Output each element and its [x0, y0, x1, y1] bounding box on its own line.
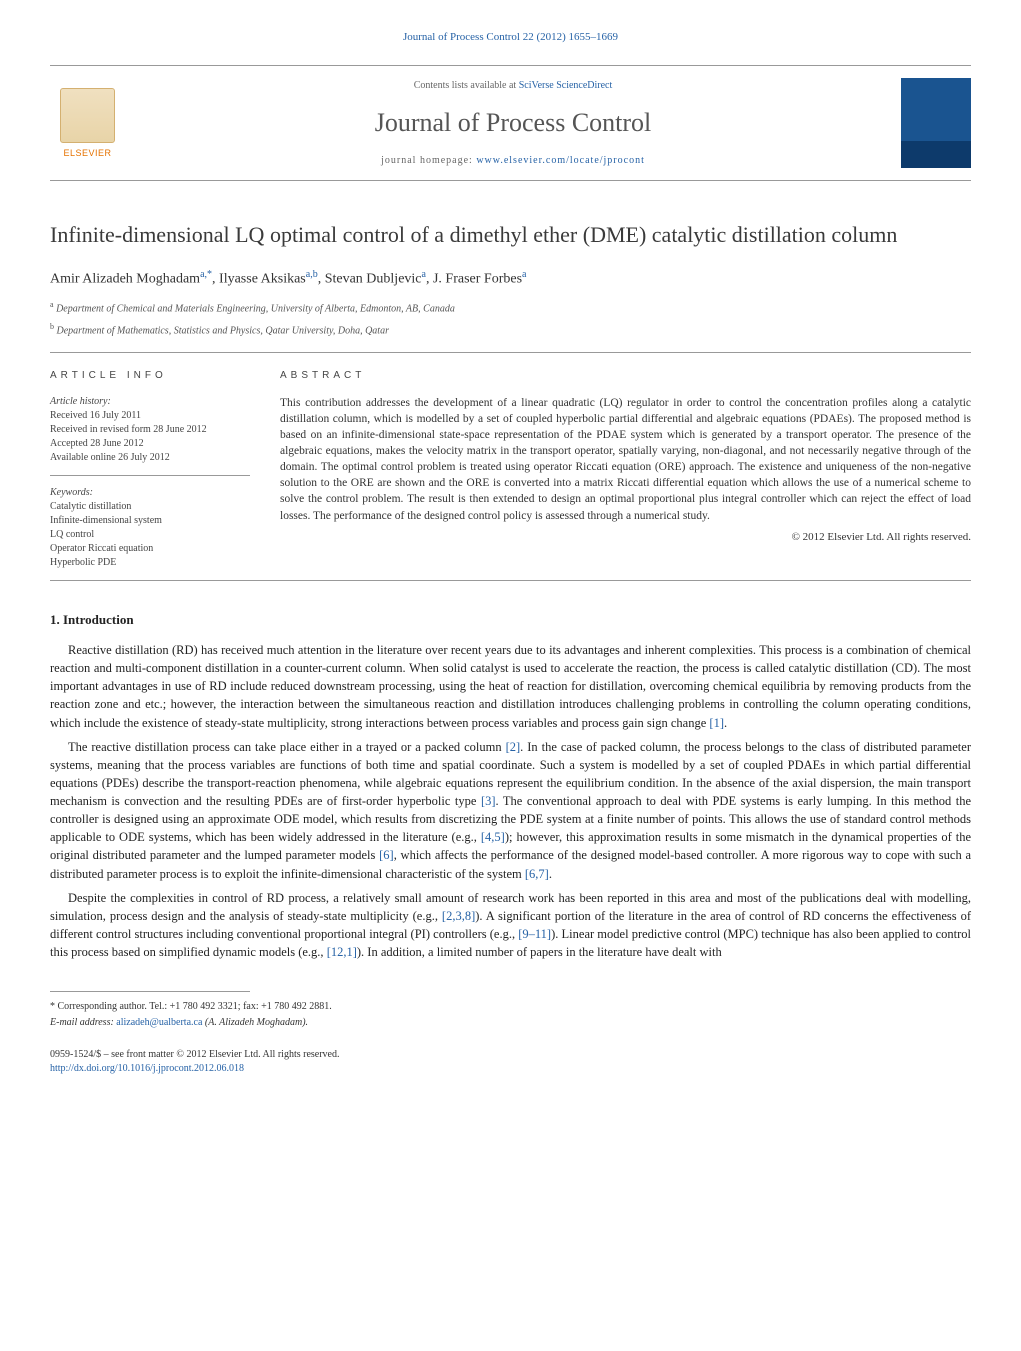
keyword-0: Catalytic distillation: [50, 500, 250, 514]
keyword-4: Hyperbolic PDE: [50, 556, 250, 570]
divider-2: [50, 580, 971, 581]
email-tail: (A. Alizadeh Moghadam).: [202, 1017, 308, 1028]
keyword-2: LQ control: [50, 528, 250, 542]
abstract-label: ABSTRACT: [280, 369, 971, 383]
elsevier-logo: ELSEVIER: [50, 81, 125, 166]
email-link[interactable]: alizadeh@ualberta.ca: [116, 1017, 202, 1028]
aff-b-sup: b: [50, 322, 54, 331]
cite-3[interactable]: [3]: [481, 794, 496, 808]
journal-homepage: journal homepage: www.elsevier.com/locat…: [125, 154, 901, 168]
keywords-hdr: Keywords:: [50, 486, 250, 500]
intro-para-3: Despite the complexities in control of R…: [50, 889, 971, 962]
journal-header: ELSEVIER Contents lists available at Sci…: [50, 65, 971, 181]
homepage-prefix: journal homepage:: [381, 155, 476, 166]
info-abstract-row: ARTICLE INFO Article history: Received 1…: [50, 369, 971, 570]
aff-a-text: Department of Chemical and Materials Eng…: [56, 304, 455, 315]
cite-67[interactable]: [6,7]: [525, 867, 549, 881]
history-hdr: Article history:: [50, 395, 250, 409]
abstract-copyright: © 2012 Elsevier Ltd. All rights reserved…: [280, 530, 971, 545]
p3-d: ). In addition, a limited number of pape…: [357, 945, 722, 959]
divider-1: [50, 352, 971, 353]
affiliation-a: a Department of Chemical and Materials E…: [50, 299, 971, 316]
p1-a: Reactive distillation (RD) has received …: [50, 643, 971, 730]
aff-b-text: Department of Mathematics, Statistics an…: [57, 325, 389, 336]
cite-911[interactable]: [9–11]: [518, 927, 551, 941]
keyword-3: Operator Riccati equation: [50, 542, 250, 556]
p2-a: The reactive distillation process can ta…: [68, 740, 506, 754]
affiliation-b: b Department of Mathematics, Statistics …: [50, 321, 971, 338]
corresponding-author: * Corresponding author. Tel.: +1 780 492…: [50, 1000, 971, 1014]
author-2-sup: a,b: [306, 269, 318, 280]
aff-a-sup: a: [50, 300, 54, 309]
journal-ref-top: Journal of Process Control 22 (2012) 165…: [50, 30, 971, 45]
section-1-heading: 1. Introduction: [50, 611, 971, 629]
author-1-sup: a,*: [200, 269, 212, 280]
p2-f: .: [549, 867, 552, 881]
author-1: Amir Alizadeh Moghadam: [50, 272, 200, 287]
author-4-sup: a: [522, 269, 526, 280]
article-history: Article history: Received 16 July 2011 R…: [50, 395, 250, 476]
cite-121[interactable]: [12,1]: [327, 945, 357, 959]
author-2: Ilyasse Aksikas: [219, 272, 306, 287]
email-label: E-mail address:: [50, 1017, 116, 1028]
abstract-col: ABSTRACT This contribution addresses the…: [280, 369, 971, 570]
author-3: Stevan Dubljevic: [325, 272, 422, 287]
header-center: Contents lists available at SciVerse Sci…: [125, 79, 901, 167]
intro-para-2: The reactive distillation process can ta…: [50, 738, 971, 883]
author-3-sup: a: [422, 269, 426, 280]
article-info-label: ARTICLE INFO: [50, 369, 250, 383]
sciencedirect-link[interactable]: SciVerse ScienceDirect: [519, 80, 613, 91]
issn-line: 0959-1524/$ – see front matter © 2012 El…: [50, 1048, 971, 1062]
cite-1[interactable]: [1]: [709, 716, 724, 730]
keyword-1: Infinite-dimensional system: [50, 514, 250, 528]
email-line: E-mail address: alizadeh@ualberta.ca (A.…: [50, 1016, 971, 1030]
abstract-text: This contribution addresses the developm…: [280, 395, 971, 524]
article-title: Infinite-dimensional LQ optimal control …: [50, 221, 971, 250]
history-line-3: Available online 26 July 2012: [50, 451, 250, 465]
journal-cover-thumb: [901, 78, 971, 168]
intro-para-1: Reactive distillation (RD) has received …: [50, 641, 971, 732]
cite-2[interactable]: [2]: [506, 740, 521, 754]
journal-title: Journal of Process Control: [125, 105, 901, 141]
cite-6[interactable]: [6]: [379, 848, 394, 862]
article-info-col: ARTICLE INFO Article history: Received 1…: [50, 369, 250, 570]
keywords-block: Keywords: Catalytic distillation Infinit…: [50, 486, 250, 570]
history-line-0: Received 16 July 2011: [50, 409, 250, 423]
cite-238[interactable]: [2,3,8]: [442, 909, 475, 923]
author-4: J. Fraser Forbes: [433, 272, 522, 287]
elsevier-text: ELSEVIER: [63, 147, 111, 160]
p1-b: .: [724, 716, 727, 730]
cite-45[interactable]: [4,5]: [481, 830, 505, 844]
footnote-rule: [50, 991, 250, 992]
contents-available: Contents lists available at SciVerse Sci…: [125, 79, 901, 93]
history-line-2: Accepted 28 June 2012: [50, 437, 250, 451]
bottom-meta: 0959-1524/$ – see front matter © 2012 El…: [50, 1048, 971, 1076]
doi-link[interactable]: http://dx.doi.org/10.1016/j.jprocont.201…: [50, 1063, 244, 1074]
authors-line: Amir Alizadeh Moghadama,*, Ilyasse Aksik…: [50, 268, 971, 289]
contents-prefix: Contents lists available at: [414, 80, 519, 91]
history-line-1: Received in revised form 28 June 2012: [50, 423, 250, 437]
elsevier-tree-icon: [60, 88, 115, 143]
homepage-link[interactable]: www.elsevier.com/locate/jprocont: [476, 155, 645, 166]
